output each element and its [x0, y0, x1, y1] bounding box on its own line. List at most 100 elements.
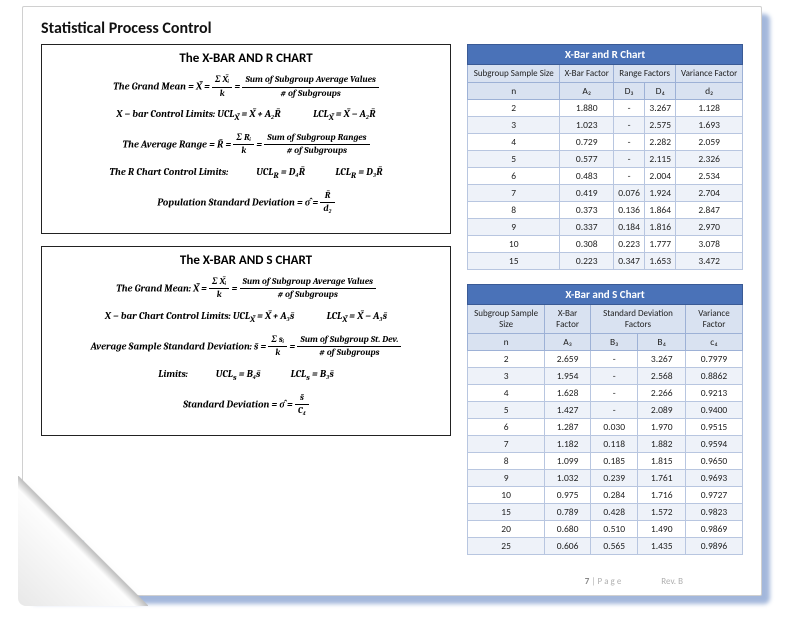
table-cell: 2.115 — [645, 151, 676, 168]
table-cell: 5 — [468, 402, 545, 419]
table-cell: 1.182 — [545, 436, 591, 453]
table-cell: - — [590, 402, 638, 419]
table-cell: 1.693 — [676, 117, 743, 134]
table-cell: 0.483 — [560, 168, 614, 185]
table-cell: 1.761 — [638, 470, 686, 487]
table-cell: 2.970 — [676, 219, 743, 236]
xbar-s-formula-box: The X-BAR AND S CHART The Grand Mean: X̄… — [41, 246, 451, 436]
table-cell: 0.9650 — [685, 453, 742, 470]
table-cell: 10 — [468, 487, 545, 504]
formula-line: Average Sample Standard Deviation: s̄ = … — [50, 334, 442, 360]
table-cell: 1.954 — [545, 368, 591, 385]
xbar-s-title: The X-BAR AND S CHART — [50, 253, 442, 268]
tables-column: X-Bar and R ChartSubgroup Sample SizeX-B… — [467, 44, 743, 574]
table-cell: 0.9869 — [685, 521, 742, 538]
table-cell: 15 — [468, 504, 545, 521]
table-cell: 2.282 — [645, 134, 676, 151]
table-cell: 1.099 — [545, 453, 591, 470]
formula-line: Population Standard Deviation = σ̂ = R̄d… — [50, 190, 442, 216]
table-cell: 0.239 — [590, 470, 638, 487]
xbar-r-title: The X-BAR AND R CHART — [50, 51, 442, 66]
table-cell: 0.184 — [614, 219, 645, 236]
table-cell: 0.185 — [590, 453, 638, 470]
table-cell: 5 — [468, 151, 560, 168]
table-cell: 1.032 — [545, 470, 591, 487]
formula-line: X − bar Chart Control Limits: UCLX̄ = X̄… — [50, 309, 442, 327]
table-cell: 7 — [468, 185, 560, 202]
table-cell: 0.428 — [590, 504, 638, 521]
table-cell: 1.287 — [545, 419, 591, 436]
xbar-r-table: X-Bar and R ChartSubgroup Sample SizeX-B… — [467, 44, 743, 270]
table-cell: 9 — [468, 470, 545, 487]
table-cell: 1.864 — [645, 202, 676, 219]
table-cell: 1.924 — [645, 185, 676, 202]
table-cell: 3.267 — [645, 100, 676, 117]
table-cell: 1.572 — [638, 504, 686, 521]
table-cell: 0.9896 — [685, 538, 742, 555]
table-cell: 2.059 — [676, 134, 743, 151]
table-cell: 1.023 — [560, 117, 614, 134]
table-cell: 2.004 — [645, 168, 676, 185]
page-footer: 7 | P a g e Rev. B — [41, 574, 743, 587]
table-cell: 0.9594 — [685, 436, 742, 453]
table-cell: 0.9213 — [685, 385, 742, 402]
table-cell: - — [590, 385, 638, 402]
table-cell: 4 — [468, 134, 560, 151]
table-cell: 0.565 — [590, 538, 638, 555]
table-cell: 0.9727 — [685, 487, 742, 504]
formula-line: The Grand Mean: X̄̄ = Σ X̄ᵢk = Sum of Su… — [50, 276, 442, 302]
table-cell: 2.266 — [638, 385, 686, 402]
table-cell: 6 — [468, 168, 560, 185]
formula-line: The Average Range = R̄ = Σ Rᵢk = Sum of … — [50, 132, 442, 158]
table-cell: 0.9823 — [685, 504, 742, 521]
table-cell: 0.9400 — [685, 402, 742, 419]
table-cell: 2.326 — [676, 151, 743, 168]
table-cell: - — [590, 351, 638, 368]
table-cell: 1.653 — [645, 253, 676, 270]
table-cell: 0.7979 — [685, 351, 742, 368]
table-cell: 9 — [468, 219, 560, 236]
table-cell: 3.267 — [638, 351, 686, 368]
table-cell: - — [614, 151, 645, 168]
table-cell: 0.284 — [590, 487, 638, 504]
table-cell: 2.704 — [676, 185, 743, 202]
table-cell: 1.128 — [676, 100, 743, 117]
content-area: The X-BAR AND R CHART The Grand Mean = X… — [41, 44, 743, 574]
table-cell: 0.9515 — [685, 419, 742, 436]
table-cell: 4 — [468, 385, 545, 402]
table-cell: 0.975 — [545, 487, 591, 504]
formula-line: Limits:UCLs = B₄s̄ LCLs = B₃s̄ — [50, 367, 442, 385]
table-cell: 2.534 — [676, 168, 743, 185]
cqe-academy-logo: CQE ACADEMY — [45, 534, 100, 571]
table-cell: 1.880 — [560, 100, 614, 117]
table-cell: 0.373 — [560, 202, 614, 219]
formula-column: The X-BAR AND R CHART The Grand Mean = X… — [41, 44, 451, 574]
table-cell: 8 — [468, 202, 560, 219]
table-cell: 2 — [468, 351, 545, 368]
table-cell: 1.427 — [545, 402, 591, 419]
table-cell: 0.419 — [560, 185, 614, 202]
table-cell: 2.575 — [645, 117, 676, 134]
table-cell: 0.606 — [545, 538, 591, 555]
table-cell: 1.716 — [638, 487, 686, 504]
table-cell: 10 — [468, 236, 560, 253]
table-cell: 0.680 — [545, 521, 591, 538]
table-cell: 3.472 — [676, 253, 743, 270]
table-cell: 0.577 — [560, 151, 614, 168]
xbar-r-formula-box: The X-BAR AND R CHART The Grand Mean = X… — [41, 44, 451, 234]
table-cell: 3 — [468, 368, 545, 385]
table-cell: 3.078 — [676, 236, 743, 253]
table-cell: - — [614, 117, 645, 134]
table-cell: 0.223 — [560, 253, 614, 270]
table-cell: 0.118 — [590, 436, 638, 453]
formula-line: The R Chart Control Limits:UCLR = D₄R̄ L… — [50, 165, 442, 183]
table-cell: 1.777 — [645, 236, 676, 253]
table-cell: 2.847 — [676, 202, 743, 219]
xbar-s-table: X-Bar and S ChartSubgroup Sample SizeX-B… — [467, 284, 743, 555]
formula-line: Standard Deviation = σ̂ = s̄C₄ — [50, 392, 442, 418]
table-cell: 20 — [468, 521, 545, 538]
table-cell: 2.089 — [638, 402, 686, 419]
table-cell: 2.568 — [638, 368, 686, 385]
table-cell: 0.030 — [590, 419, 638, 436]
table-cell: 6 — [468, 419, 545, 436]
